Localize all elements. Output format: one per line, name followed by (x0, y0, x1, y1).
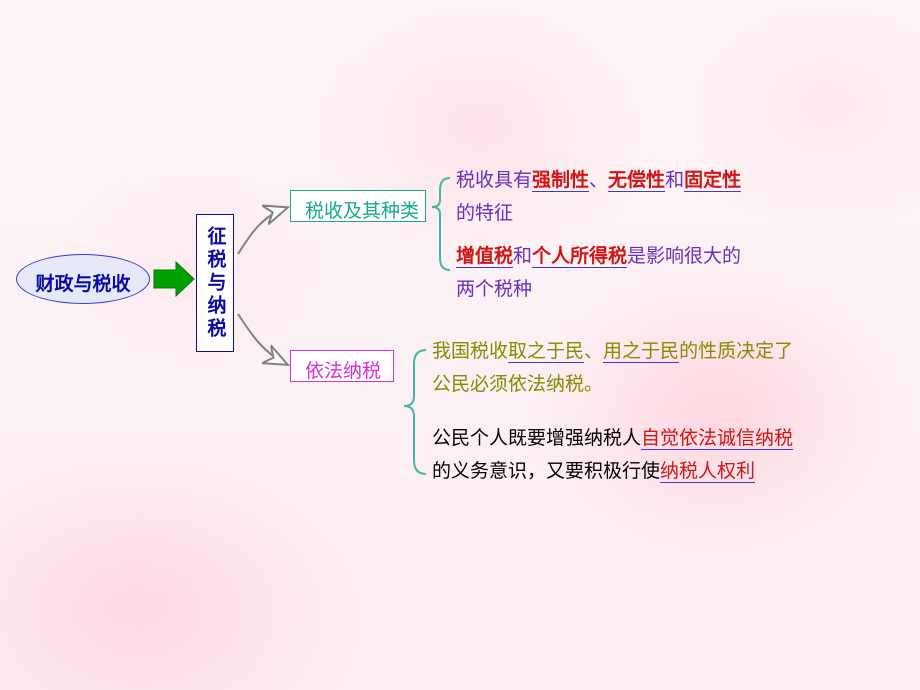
a2-tail-1: 是影响很大的 (627, 246, 741, 267)
node-branch-b-label: 依法纳税 (305, 361, 381, 382)
node-branch-a-label: 税收及其种类 (305, 201, 419, 222)
node-level1: 征税与纳税 (196, 214, 234, 352)
a1-h1: 强制性 (532, 170, 589, 192)
node-branch-a: 税收及其种类 (290, 190, 426, 222)
b1-c1: 、 (584, 341, 603, 362)
b2-p2: 的义务意识，又要积极行使 (432, 461, 660, 482)
a1-prefix: 税收具有 (456, 170, 532, 191)
b2-h2: 纳税人权利 (660, 461, 755, 483)
node-level1-label: 征税与纳税 (202, 226, 229, 341)
b1-p2a: 的性质决定了 (679, 341, 793, 362)
b1-p2b: 公民必须依法纳税。 (432, 374, 603, 395)
a1-h3: 固定性 (684, 170, 741, 192)
a1-suffix: 的特征 (456, 203, 513, 224)
text-a1: 税收具有强制性、无偿性和固定性的特征 (456, 164, 886, 231)
text-b2: 公民个人既要增强纳税人自觉依法诚信纳税的义务意识，又要积极行使纳税人权利 (432, 422, 902, 489)
text-b1: 我国税收取之于民、用之于民的性质决定了公民必须依法纳税。 (432, 335, 902, 402)
node-root-label: 财政与税收 (35, 274, 130, 295)
text-a2: 增值税和个人所得税是影响很大的两个税种 (456, 240, 886, 307)
node-root: 财政与税收 (16, 254, 150, 304)
b2-p1: 公民个人既要增强纳税人 (432, 428, 641, 449)
b1-h1: 取之于民 (508, 341, 584, 363)
b1-h2: 用之于民 (603, 341, 679, 363)
b1-p1: 我国税收 (432, 341, 508, 362)
a1-h2: 无偿性 (608, 170, 665, 192)
a2-h2: 个人所得税 (532, 246, 627, 268)
a2-c1: 和 (513, 246, 532, 267)
a1-c2: 和 (665, 170, 684, 191)
a2-tail-2: 两个税种 (456, 279, 532, 300)
stage: 财政与税收 征税与纳税 税收及其种类 依法纳税 税收具有强制性、无偿性和固定性的… (0, 0, 920, 690)
a1-c1: 、 (589, 170, 608, 191)
b2-h1: 自觉依法诚信纳税 (641, 428, 793, 450)
node-branch-b: 依法纳税 (290, 350, 394, 382)
a2-h1: 增值税 (456, 246, 513, 268)
